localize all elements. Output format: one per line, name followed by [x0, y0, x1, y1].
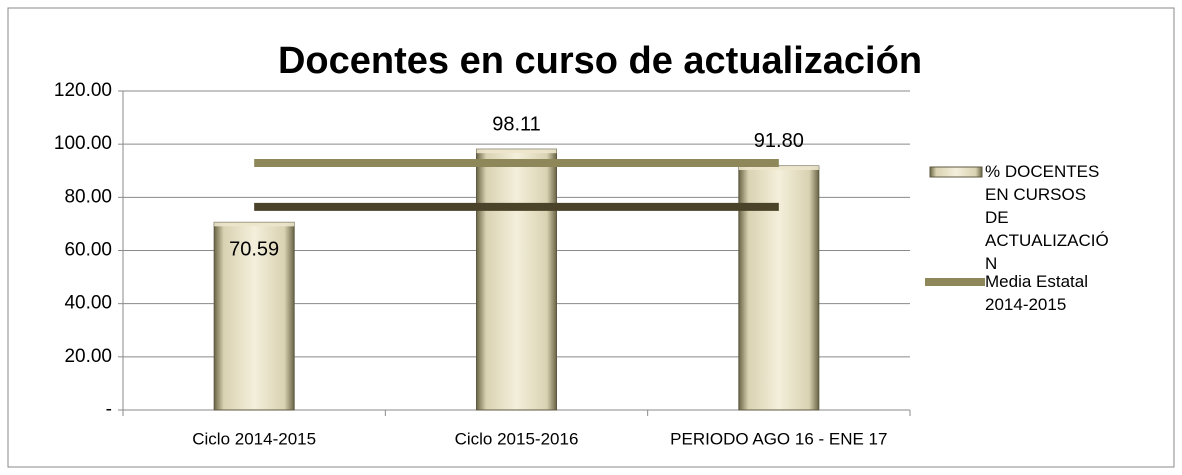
y-tick-label: -	[106, 399, 112, 420]
y-tick-label: 40.00	[64, 293, 112, 314]
bar-top	[214, 222, 295, 227]
bar	[476, 148, 557, 411]
bar-top	[738, 165, 819, 170]
legend-label: % DOCENTES EN CURSOS DE ACTUALIZACIÓN	[985, 162, 1109, 273]
x-tick-label: PERIODO AGO 16 - ENE 17	[670, 429, 887, 448]
legend-swatch	[929, 166, 983, 178]
legend-label: Media Estatal 2014-2015	[985, 272, 1088, 314]
y-tick-label: 20.00	[64, 346, 112, 367]
y-tick-label: 100.00	[54, 133, 112, 154]
data-label: 98.11	[492, 113, 541, 135]
bar	[213, 221, 295, 411]
x-tick-label: Ciclo 2014-2015	[192, 429, 316, 448]
data-label: 70.59	[229, 239, 279, 261]
data-label: 91.80	[754, 130, 804, 152]
y-tick-label: 80.00	[64, 186, 112, 207]
chart-title: Docentes en curso de actualización	[278, 40, 922, 82]
bar-top	[476, 149, 557, 154]
chart-border	[7, 7, 1175, 468]
bar	[738, 165, 820, 411]
x-tick-label: Ciclo 2015-2016	[455, 429, 579, 448]
y-tick-label: 60.00	[64, 240, 112, 261]
y-tick-label: 120.00	[54, 80, 112, 101]
